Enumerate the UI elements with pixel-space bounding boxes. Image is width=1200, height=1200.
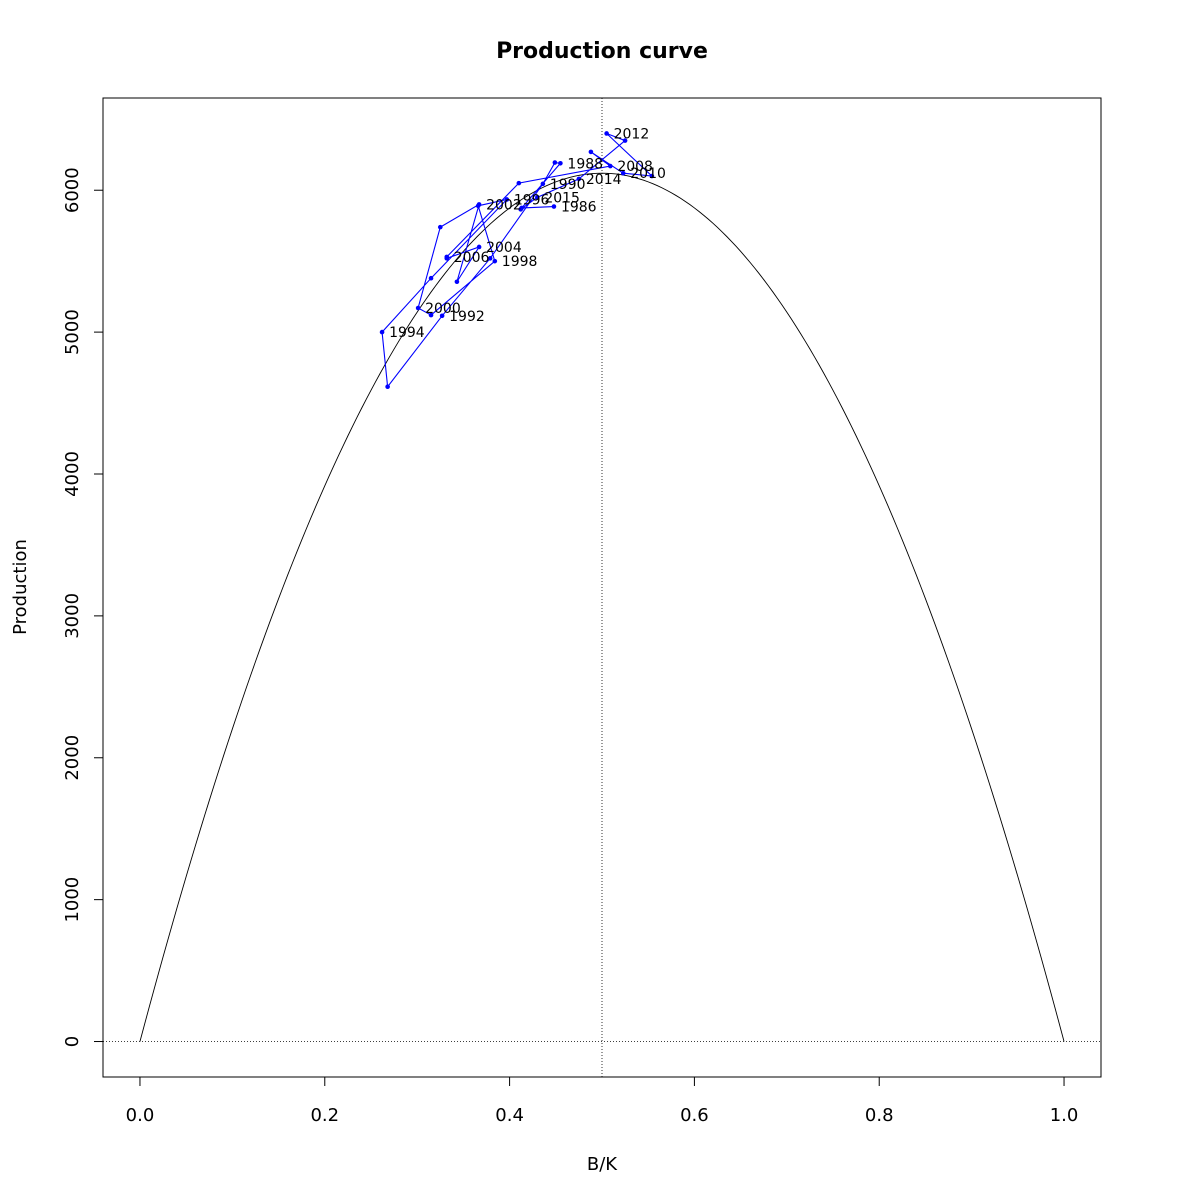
year-label: 1996	[514, 192, 550, 208]
data-point	[552, 160, 558, 165]
x-tick-label: 1.0	[1050, 1105, 1079, 1126]
x-tick-label: 0.8	[865, 1105, 894, 1126]
year-label: 1994	[389, 325, 425, 341]
data-point	[518, 207, 523, 212]
y-tick-label: 0	[62, 1036, 83, 1047]
x-axis: 0.0 0.2 0.4 0.6 0.8 1.0	[126, 1076, 1079, 1126]
year-label: 2002	[486, 197, 522, 213]
data-point	[558, 160, 563, 166]
data-point	[535, 195, 540, 200]
y-tick-label: 1000	[62, 877, 83, 923]
year-label: 1992	[449, 309, 485, 325]
data-point	[649, 173, 655, 179]
y-tick-label: 5000	[62, 309, 83, 355]
data-point	[428, 275, 434, 281]
year-label: 2004	[486, 240, 522, 256]
year-label: 2010	[630, 166, 666, 182]
x-tick-label: 0.0	[126, 1105, 155, 1126]
data-point	[415, 305, 421, 311]
data-point	[540, 181, 546, 187]
year-labels: 1986 1988 1990 1992 1994 1996 1998 2000 2002 2004…	[389, 126, 666, 341]
data-point	[437, 224, 443, 230]
data-point	[551, 204, 557, 209]
y-tick-label: 3000	[62, 593, 83, 639]
year-label: 1986	[561, 200, 597, 216]
year-label: 1998	[502, 254, 538, 270]
reference-lines	[103, 98, 1101, 1077]
y-tick-label: 6000	[62, 167, 83, 213]
y-tick-label: 4000	[62, 451, 83, 497]
data-point	[385, 384, 390, 390]
production-curve-line	[139, 172, 1065, 1042]
data-point	[487, 256, 493, 261]
data-point	[604, 131, 609, 136]
y-tick-label: 2000	[62, 735, 83, 781]
y-axis: 0 1000 2000 3000 4000 5000 6000	[62, 167, 104, 1047]
year-label: 2012	[614, 126, 650, 142]
data-point	[588, 149, 594, 155]
x-tick-label: 0.2	[310, 1105, 339, 1126]
data-point	[476, 202, 482, 207]
year-label: 2014	[586, 172, 622, 188]
data-point	[492, 258, 498, 264]
y-axis-label: Production	[10, 539, 31, 635]
data-point	[454, 279, 460, 285]
data-point	[439, 313, 445, 319]
year-label: 1988	[567, 156, 603, 172]
data-point	[608, 163, 613, 169]
year-label: 2006	[454, 250, 490, 266]
data-point	[622, 138, 628, 143]
data-point	[379, 329, 385, 335]
chart-title: Production curve	[496, 39, 708, 64]
x-axis-label: B/K	[587, 1154, 618, 1175]
data-point	[516, 180, 522, 186]
data-point	[504, 197, 510, 202]
data-point	[428, 312, 434, 318]
data-point	[476, 244, 482, 250]
year-label: 2000	[425, 301, 461, 317]
year-label: 1990	[550, 177, 586, 193]
data-point	[576, 176, 582, 182]
x-tick-label: 0.6	[680, 1105, 709, 1126]
data-point	[620, 170, 626, 176]
x-tick-label: 0.4	[495, 1105, 524, 1126]
year-label: 2008	[617, 159, 653, 175]
data-point	[444, 254, 450, 260]
series-group	[379, 131, 655, 390]
year-label: 2015	[544, 190, 580, 206]
